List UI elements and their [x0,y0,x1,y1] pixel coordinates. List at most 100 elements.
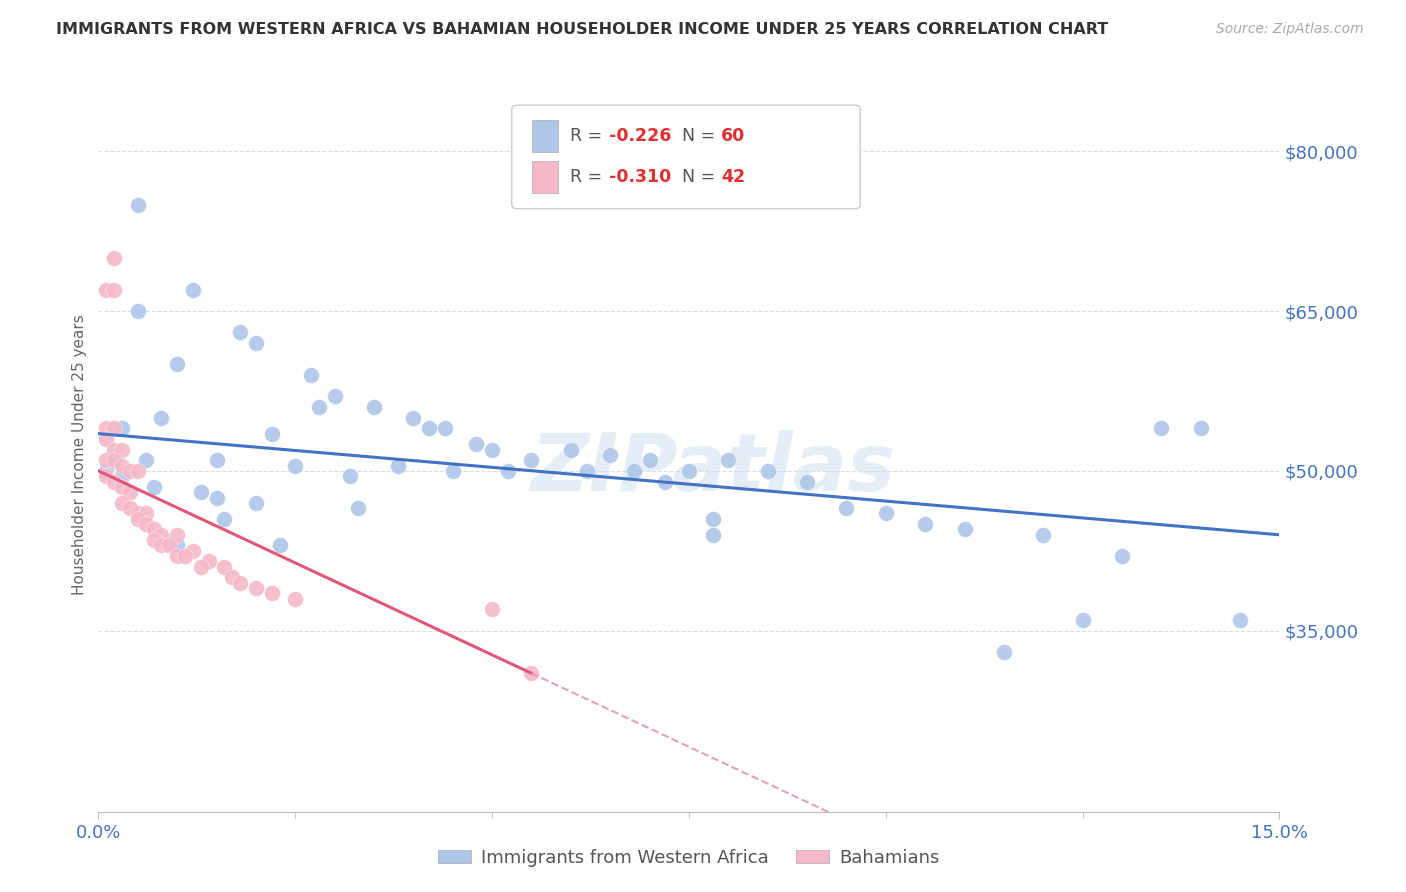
Point [157,538,180,552]
Point [103,453,125,467]
Point [190,485,212,500]
Point [875,507,897,521]
Point [111,442,134,457]
Point [1189,421,1212,435]
Point [678,464,700,478]
Point [166,538,188,552]
Point [245,581,267,595]
Point [953,523,976,537]
Point [166,549,188,563]
Point [245,496,267,510]
Point [654,475,676,489]
Text: IMMIGRANTS FROM WESTERN AFRICA VS BAHAMIAN HOUSEHOLDER INCOME UNDER 25 YEARS COR: IMMIGRANTS FROM WESTERN AFRICA VS BAHAMI… [56,22,1108,37]
Text: R =: R = [569,168,607,186]
Point [717,453,740,467]
Point [111,480,134,494]
Point [166,358,188,372]
Point [181,543,204,558]
Point [118,485,141,500]
Point [575,464,598,478]
Point [1071,613,1094,627]
Point [835,501,858,516]
Point [1229,613,1251,627]
Text: 60: 60 [721,127,745,145]
Point [150,410,173,425]
Point [96,283,118,297]
Point [127,197,149,211]
Text: N =: N = [682,168,721,186]
Point [127,464,149,478]
Point [142,523,165,537]
Text: 42: 42 [721,168,745,186]
Point [166,528,188,542]
Point [103,251,125,265]
Point [993,645,1015,659]
Point [111,458,134,473]
Point [103,453,125,467]
Point [323,389,346,403]
FancyBboxPatch shape [531,120,558,152]
Text: R =: R = [569,127,607,145]
Text: -0.226: -0.226 [609,127,671,145]
Point [103,421,125,435]
Point [299,368,322,382]
Point [181,283,204,297]
Point [103,475,125,489]
Point [96,464,118,478]
Point [118,501,141,516]
Text: -0.310: -0.310 [609,168,671,186]
Point [1111,549,1133,563]
Point [229,326,252,340]
FancyBboxPatch shape [531,161,558,193]
Point [387,458,409,473]
Point [363,400,385,414]
Point [96,469,118,483]
Point [308,400,330,414]
Point [481,442,503,457]
Point [623,464,645,478]
Point [205,453,228,467]
Point [269,538,291,552]
Point [702,512,724,526]
Point [190,559,212,574]
Point [347,501,370,516]
Point [150,538,173,552]
Point [229,575,252,590]
Point [150,528,173,542]
FancyBboxPatch shape [512,105,860,209]
Point [245,336,267,351]
Point [465,437,488,451]
Point [96,432,118,446]
Point [111,421,134,435]
Point [135,517,157,532]
Point [260,426,283,441]
Point [135,507,157,521]
Point [214,559,236,574]
Point [111,469,134,483]
Point [481,602,503,616]
Point [599,448,621,462]
Point [205,491,228,505]
Point [1150,421,1173,435]
Point [118,464,141,478]
Point [135,453,157,467]
Point [214,512,236,526]
Point [96,453,118,467]
Point [756,464,779,478]
Point [111,496,134,510]
Point [702,528,724,542]
Point [197,554,219,568]
Point [127,512,149,526]
Point [96,421,118,435]
Point [914,517,936,532]
Point [221,570,243,584]
Text: N =: N = [682,127,721,145]
Text: Source: ZipAtlas.com: Source: ZipAtlas.com [1216,22,1364,37]
Point [284,591,307,606]
Point [174,549,197,563]
Text: ZIPatlas: ZIPatlas [530,430,896,508]
Legend: Immigrants from Western Africa, Bahamians: Immigrants from Western Africa, Bahamian… [430,842,948,874]
Point [520,453,543,467]
Point [127,507,149,521]
Point [103,283,125,297]
